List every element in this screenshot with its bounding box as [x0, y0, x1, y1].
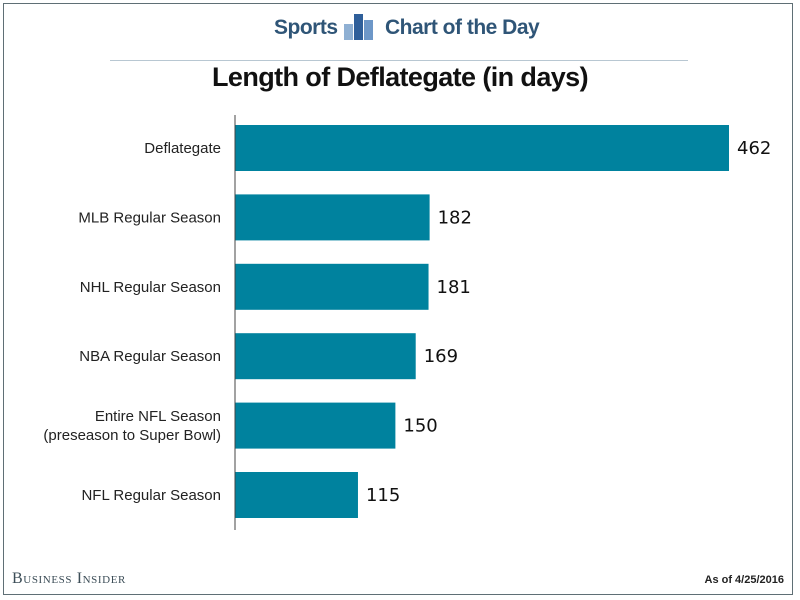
- value-label: 169: [424, 346, 458, 367]
- category-label: NFL Regular Season: [81, 487, 221, 504]
- bar: [235, 194, 430, 241]
- category-label: NHL Regular Season: [80, 279, 221, 296]
- chart-title: Length of Deflategate (in days): [212, 62, 589, 92]
- category-label: MLB Regular Season: [78, 209, 221, 226]
- series-name: Chart of the Day: [385, 16, 540, 39]
- category-label: Deflategate: [144, 140, 221, 157]
- value-label: 462: [737, 138, 771, 159]
- as-of-date: As of 4/25/2016: [704, 574, 785, 586]
- value-label: 182: [438, 207, 472, 228]
- header-divider: [110, 60, 688, 61]
- bar: [235, 263, 429, 310]
- bar: [235, 125, 729, 171]
- header: Sports Chart of the Day: [0, 14, 800, 61]
- value-label: 181: [437, 277, 471, 298]
- section-label: Sports: [274, 16, 338, 39]
- value-label: 115: [366, 485, 400, 506]
- value-label: 150: [403, 416, 437, 437]
- category-label: Entire NFL Season (preseason to Super Bow…: [43, 408, 221, 444]
- category-label: NBA Regular Season: [79, 348, 221, 365]
- bar: [235, 333, 416, 380]
- brand-logo: Business Insider: [12, 570, 126, 587]
- chart-logo-icon: [344, 14, 373, 40]
- bar: [235, 402, 396, 449]
- bar: [235, 472, 358, 518]
